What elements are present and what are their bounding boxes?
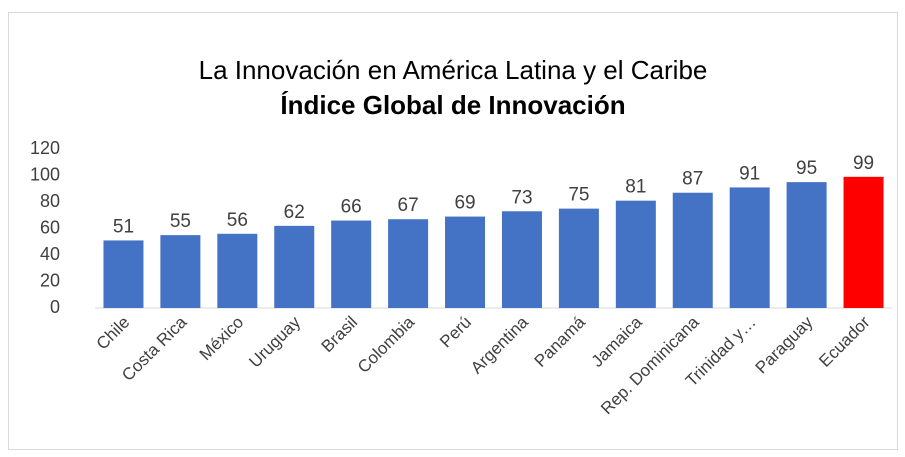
y-tick-label: 120 [30,138,60,158]
data-label: 55 [170,211,191,232]
bar [103,240,144,308]
bar [843,176,884,308]
bar [615,200,656,308]
bar [558,208,599,308]
bar [388,219,429,308]
y-tick-label: 0 [50,297,60,317]
bar [786,182,827,308]
chart-title: La Innovación en América Latina y el Car… [199,55,708,85]
y-tick-label: 20 [40,270,60,290]
data-label: 87 [682,169,703,190]
bar [672,192,713,308]
data-label: 75 [568,185,589,206]
bar [331,220,372,308]
data-label: 67 [398,195,419,216]
data-label: 66 [341,197,362,218]
data-label: 56 [227,210,248,231]
bar [217,233,258,308]
data-label: 73 [511,187,532,208]
chart-subtitle: Índice Global de Innovación [280,90,625,120]
bar [274,225,315,308]
data-label: 81 [625,177,646,198]
data-label: 69 [454,193,475,214]
bar [501,211,542,308]
y-tick-label: 100 [30,164,60,184]
bar [445,216,486,308]
data-label: 51 [113,216,134,237]
data-label: 99 [853,153,874,174]
bar [160,235,201,308]
data-label: 62 [284,202,305,223]
y-tick-label: 60 [40,217,60,237]
data-label: 95 [796,158,817,179]
bar [729,187,770,308]
y-tick-label: 40 [40,244,60,264]
y-tick-label: 80 [40,191,60,211]
data-label: 91 [739,163,760,184]
